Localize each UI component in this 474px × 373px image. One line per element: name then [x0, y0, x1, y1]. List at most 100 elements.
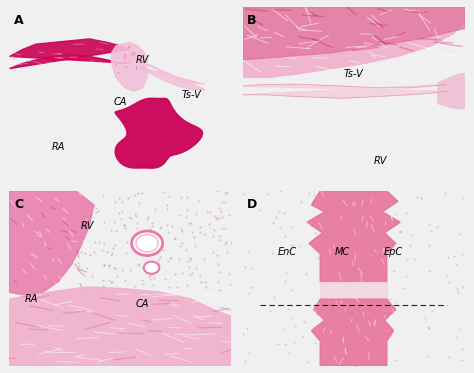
Point — [460, 195, 467, 201]
Point — [334, 316, 342, 322]
Point — [286, 351, 293, 357]
Point — [110, 265, 118, 271]
Point — [392, 357, 400, 363]
Point — [292, 323, 299, 329]
Point — [203, 284, 210, 290]
Point — [370, 269, 378, 275]
Point — [222, 239, 230, 245]
Point — [428, 308, 436, 314]
Point — [386, 297, 394, 303]
Point — [161, 290, 169, 296]
Point — [154, 291, 161, 297]
Point — [367, 246, 374, 252]
Point — [445, 354, 452, 360]
Point — [81, 250, 89, 256]
Point — [221, 241, 228, 247]
Point — [241, 264, 249, 270]
Point — [78, 249, 85, 255]
Point — [135, 251, 143, 257]
Point — [248, 265, 256, 271]
Point — [93, 285, 100, 291]
Point — [137, 291, 145, 297]
Point — [372, 271, 380, 277]
Point — [289, 315, 296, 321]
Point — [85, 202, 92, 208]
Point — [269, 220, 276, 226]
Point — [223, 189, 231, 195]
Point — [274, 341, 282, 347]
Point — [456, 326, 463, 332]
Point — [423, 353, 431, 359]
Point — [86, 252, 94, 258]
Point — [427, 228, 435, 234]
Point — [83, 287, 91, 293]
Point — [409, 302, 416, 308]
Point — [380, 273, 387, 279]
Point — [326, 233, 334, 239]
Point — [445, 279, 453, 285]
Point — [216, 233, 224, 239]
Point — [107, 228, 114, 233]
Point — [138, 190, 146, 196]
Polygon shape — [311, 299, 396, 366]
Point — [311, 214, 319, 220]
Point — [212, 216, 220, 222]
Polygon shape — [320, 282, 387, 299]
Point — [441, 189, 448, 195]
Point — [336, 257, 343, 263]
Point — [121, 225, 128, 231]
Point — [96, 285, 103, 291]
Point — [175, 212, 182, 218]
Point — [123, 239, 131, 245]
Point — [318, 247, 326, 253]
Point — [126, 267, 134, 273]
Point — [357, 223, 365, 229]
Point — [281, 341, 289, 347]
Point — [207, 209, 214, 214]
Point — [92, 210, 100, 216]
Point — [112, 288, 119, 294]
Point — [90, 249, 98, 255]
Point — [426, 242, 433, 248]
Point — [256, 207, 264, 213]
Point — [217, 208, 225, 214]
Point — [362, 201, 370, 207]
Point — [109, 245, 117, 251]
Point — [306, 190, 313, 196]
Point — [201, 279, 209, 285]
Text: MC: MC — [335, 247, 350, 257]
Point — [118, 216, 125, 222]
Point — [338, 223, 346, 229]
Point — [425, 221, 432, 227]
Point — [176, 243, 184, 249]
Text: Ts-V: Ts-V — [182, 90, 201, 100]
Point — [159, 189, 167, 195]
Point — [118, 198, 126, 204]
Point — [408, 232, 416, 238]
Point — [241, 358, 249, 364]
Point — [136, 200, 143, 206]
Point — [173, 284, 181, 290]
Point — [214, 188, 221, 194]
Text: C: C — [14, 198, 23, 211]
Point — [350, 222, 357, 228]
Point — [112, 228, 119, 234]
Point — [149, 282, 157, 288]
Point — [92, 205, 100, 211]
Point — [158, 224, 165, 230]
Point — [163, 206, 171, 211]
Point — [131, 192, 138, 198]
Point — [368, 232, 375, 238]
Point — [99, 278, 107, 283]
Point — [120, 222, 128, 228]
Point — [182, 214, 190, 220]
Point — [105, 277, 113, 283]
Point — [458, 357, 466, 363]
Point — [185, 264, 192, 270]
Polygon shape — [243, 84, 447, 98]
Point — [124, 195, 131, 201]
Point — [201, 231, 209, 237]
Point — [168, 255, 175, 261]
Point — [154, 257, 162, 263]
Point — [136, 261, 143, 267]
